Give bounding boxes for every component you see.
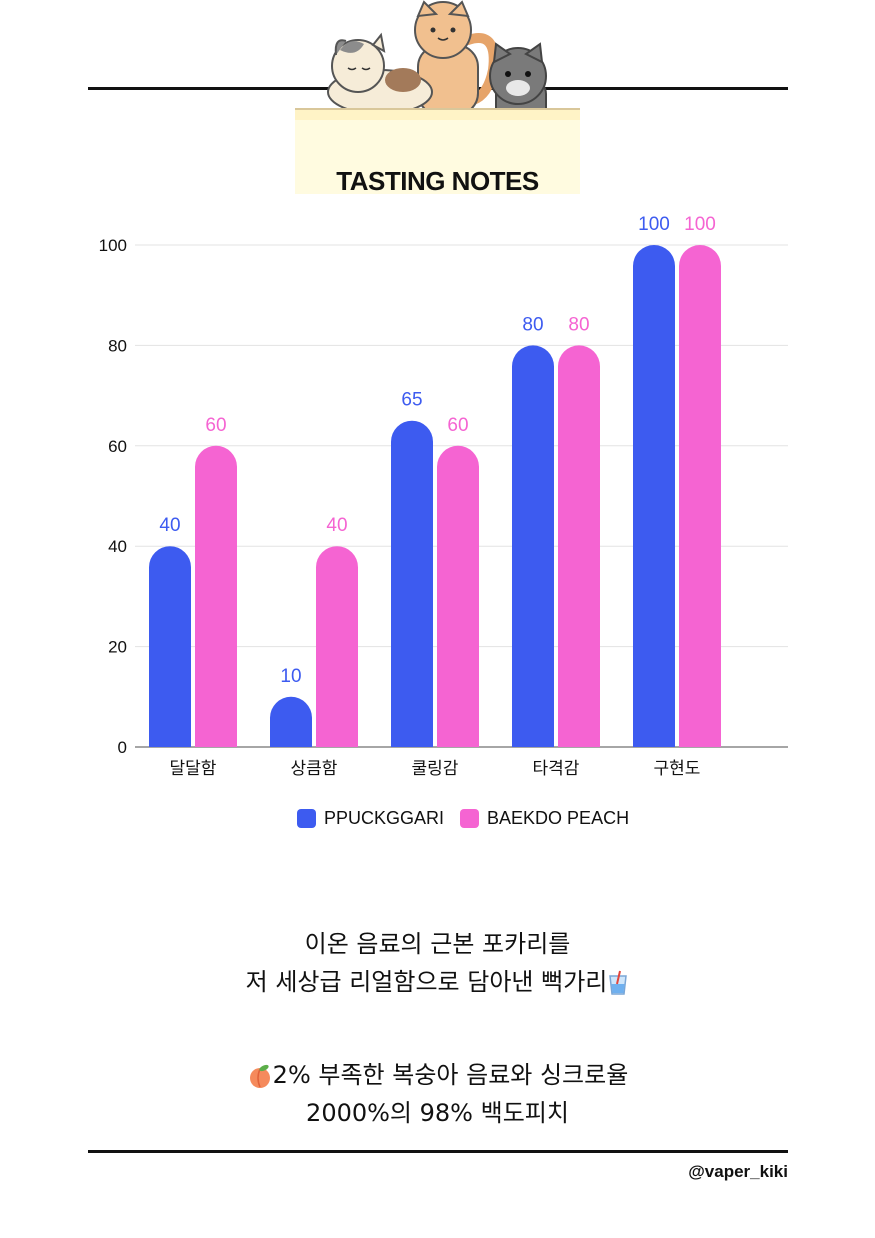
chart-bars bbox=[149, 245, 721, 747]
bottom-divider bbox=[88, 1150, 788, 1153]
y-tick-label: 0 bbox=[118, 738, 127, 757]
data-label: 40 bbox=[326, 515, 347, 536]
bar-chart: 0 20 40 60 80 100 40 60 10 40 65 60 80 80 100 100 달달함 상… bbox=[99, 214, 788, 779]
legend-swatch bbox=[460, 809, 480, 828]
description-block-1: 이온 음료의 근본 포카리를 저 세상급 리얼함으로 담아낸 뻑가리 bbox=[0, 925, 875, 1001]
bar-ppuckggari bbox=[270, 696, 312, 747]
bar-baekdo-peach bbox=[437, 445, 479, 747]
legend-item-ppuckggari: PPUCKGGARI bbox=[297, 808, 444, 829]
x-tick-label: 달달함 bbox=[170, 759, 217, 779]
legend-item-baekdo-peach: BAEKDO PEACH bbox=[460, 808, 629, 829]
legend-label: PPUCKGGARI bbox=[324, 808, 445, 828]
legend-swatch bbox=[297, 809, 316, 828]
data-label: 80 bbox=[568, 314, 589, 335]
bar-baekdo-peach bbox=[195, 445, 237, 747]
data-label: 10 bbox=[280, 666, 301, 687]
cats-illustration bbox=[327, 0, 547, 127]
chart-legend: PPUCKGGARI BAEKDO PEACH bbox=[297, 808, 645, 829]
tasting-notes-card: TASTING NOTES bbox=[295, 108, 580, 196]
y-axis: 0 20 40 60 80 100 bbox=[99, 236, 127, 757]
data-label: 100 bbox=[638, 214, 670, 235]
peach-icon bbox=[249, 1064, 270, 1088]
chart-value-labels: 40 60 10 40 65 60 80 80 100 100 bbox=[159, 214, 715, 687]
data-label: 60 bbox=[205, 415, 226, 436]
author-handle: @vaper_kiki bbox=[688, 1162, 788, 1181]
data-label: 60 bbox=[447, 415, 468, 436]
y-tick-label: 100 bbox=[99, 236, 127, 255]
orange-cat bbox=[414, 0, 499, 116]
drink-cup-icon bbox=[609, 970, 628, 995]
x-axis: 달달함 상큼함 쿨링감 타격감 구현도 bbox=[170, 759, 701, 779]
card-top-edge bbox=[295, 108, 580, 120]
calico-cat bbox=[327, 32, 433, 115]
x-tick-label: 쿨링감 bbox=[412, 759, 459, 779]
description-line: 이온 음료의 근본 포카리를 bbox=[304, 930, 571, 958]
bar-baekdo-peach bbox=[316, 546, 358, 747]
y-tick-label: 20 bbox=[108, 638, 127, 657]
data-label: 100 bbox=[684, 214, 716, 235]
data-label: 65 bbox=[401, 390, 422, 411]
bar-ppuckggari bbox=[512, 345, 554, 747]
x-tick-label: 구현도 bbox=[654, 759, 701, 779]
description-line: 2% 부족한 복숭아 음료와 싱크로율 bbox=[0, 1056, 875, 1094]
bar-ppuckggari bbox=[633, 245, 675, 747]
y-tick-label: 80 bbox=[108, 336, 127, 355]
bar-baekdo-peach bbox=[558, 345, 600, 747]
description-line: 2000%의 98% 백도피치 bbox=[306, 1099, 569, 1127]
x-tick-label: 상큼함 bbox=[291, 759, 338, 779]
description-line: 저 세상급 리얼함으로 담아낸 뻑가리 bbox=[0, 963, 875, 1001]
data-label: 80 bbox=[522, 314, 543, 335]
legend-label: BAEKDO PEACH bbox=[487, 808, 630, 828]
description-text: 저 세상급 리얼함으로 담아낸 뻑가리 bbox=[245, 968, 608, 996]
bar-ppuckggari bbox=[391, 420, 433, 747]
description-block-2: 2% 부족한 복숭아 음료와 싱크로율 2000%의 98% 백도피치 bbox=[0, 1056, 875, 1132]
y-tick-label: 60 bbox=[108, 437, 127, 456]
bar-ppuckggari bbox=[149, 546, 191, 747]
data-label: 40 bbox=[159, 515, 180, 536]
y-tick-label: 40 bbox=[108, 537, 127, 556]
x-tick-label: 타격감 bbox=[533, 759, 580, 779]
bar-baekdo-peach bbox=[679, 245, 721, 747]
description-text: 2% 부족한 복숭아 음료와 싱크로율 bbox=[272, 1061, 629, 1089]
page-title: TASTING NOTES bbox=[336, 166, 539, 196]
